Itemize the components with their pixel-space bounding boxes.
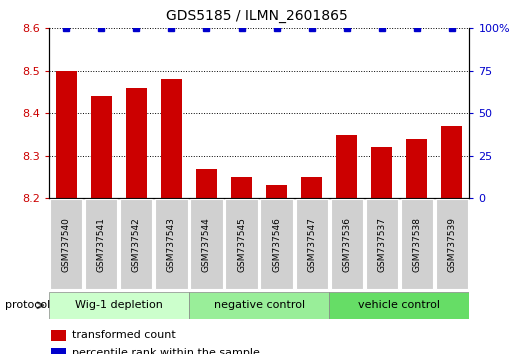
Text: GSM737539: GSM737539	[447, 217, 457, 272]
Text: Wig-1 depletion: Wig-1 depletion	[75, 300, 163, 310]
Text: protocol: protocol	[5, 300, 50, 310]
FancyBboxPatch shape	[401, 199, 433, 289]
FancyBboxPatch shape	[50, 199, 83, 289]
Text: GSM737542: GSM737542	[132, 217, 141, 272]
Text: percentile rank within the sample: percentile rank within the sample	[72, 348, 260, 354]
FancyBboxPatch shape	[120, 199, 152, 289]
Text: GDS5185 / ILMN_2601865: GDS5185 / ILMN_2601865	[166, 9, 347, 23]
Bar	[406, 139, 427, 198]
Text: GSM737544: GSM737544	[202, 217, 211, 272]
Bar	[189, 292, 329, 319]
Bar	[91, 96, 112, 198]
Text: GSM737546: GSM737546	[272, 217, 281, 272]
Text: vehicle control: vehicle control	[358, 300, 440, 310]
FancyBboxPatch shape	[330, 199, 363, 289]
FancyBboxPatch shape	[366, 199, 398, 289]
Text: GSM737541: GSM737541	[97, 217, 106, 272]
Bar	[301, 177, 322, 198]
Bar	[196, 169, 217, 198]
Bar	[371, 147, 392, 198]
Bar	[51, 330, 66, 341]
Text: GSM737538: GSM737538	[412, 217, 421, 272]
Bar	[329, 292, 469, 319]
Text: GSM737537: GSM737537	[377, 217, 386, 272]
FancyBboxPatch shape	[261, 199, 293, 289]
Text: negative control: negative control	[213, 300, 305, 310]
Bar	[56, 71, 77, 198]
Bar	[161, 79, 182, 198]
FancyBboxPatch shape	[85, 199, 117, 289]
Text: GSM737545: GSM737545	[237, 217, 246, 272]
Bar	[441, 126, 462, 198]
Text: GSM737543: GSM737543	[167, 217, 176, 272]
Text: GSM737536: GSM737536	[342, 217, 351, 272]
Bar	[51, 348, 66, 354]
Text: GSM737540: GSM737540	[62, 217, 71, 272]
FancyBboxPatch shape	[436, 199, 468, 289]
Bar	[266, 185, 287, 198]
Text: GSM737547: GSM737547	[307, 217, 316, 272]
FancyBboxPatch shape	[155, 199, 188, 289]
Bar	[336, 135, 357, 198]
FancyBboxPatch shape	[295, 199, 328, 289]
Bar	[49, 292, 189, 319]
FancyBboxPatch shape	[225, 199, 258, 289]
Text: transformed count: transformed count	[72, 330, 175, 341]
Bar	[231, 177, 252, 198]
Bar	[126, 88, 147, 198]
FancyBboxPatch shape	[190, 199, 223, 289]
